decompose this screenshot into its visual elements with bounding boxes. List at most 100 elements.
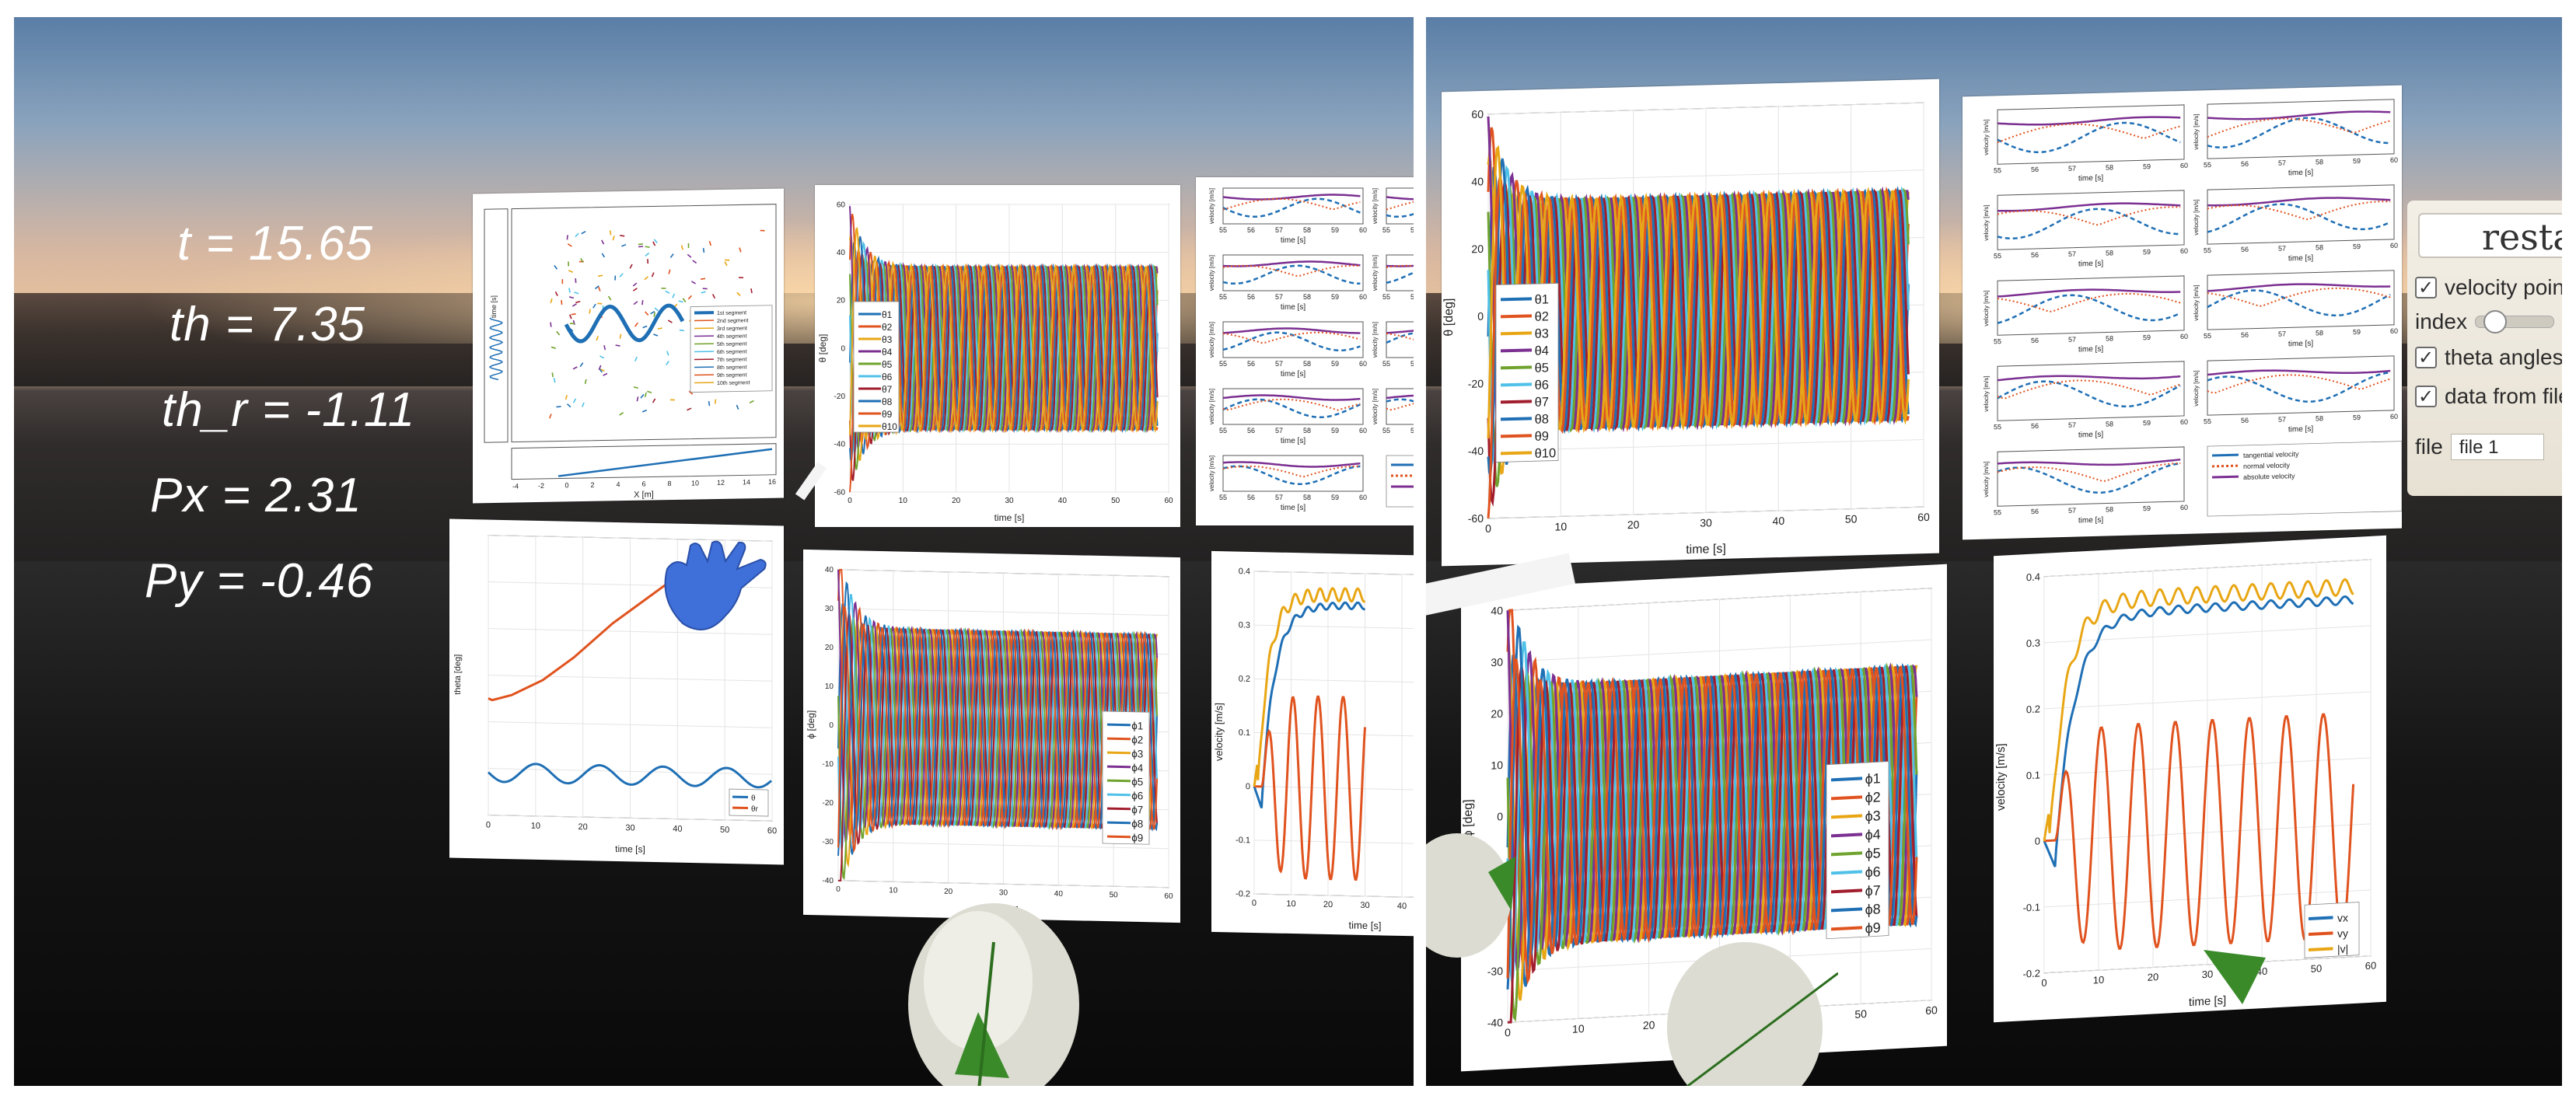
index-slider[interactable] — [2474, 310, 2554, 333]
legend-item: θ3 — [1535, 326, 1549, 340]
y-tick-label: 30 — [1491, 655, 1503, 668]
x-tick-label: 40 — [673, 825, 682, 834]
velocity-subplot — [1997, 361, 2185, 421]
y-tick-label: 0 — [1246, 782, 1250, 791]
x-tick-label: 60 — [2180, 418, 2188, 426]
legend-swatch — [1831, 851, 1862, 857]
legend-item: θ1 — [1535, 292, 1549, 306]
x-tick-label: 0 — [1252, 899, 1257, 908]
gridline-y — [1488, 169, 1924, 182]
absolute-velocity-line — [1997, 375, 2181, 382]
x-tick-label: 59 — [1331, 427, 1339, 435]
x-tick-label: 56 — [1247, 427, 1255, 435]
x-tick-label: 56 — [2031, 508, 2039, 515]
y-tick-label: -40 — [1468, 445, 1484, 458]
x-tick-label: 60 — [1917, 511, 1930, 523]
gridline-y — [2044, 823, 2371, 842]
x-tick-label: 56 — [1247, 494, 1255, 501]
legend-swatch — [1107, 821, 1131, 825]
px-readout: Px = 2.31 — [150, 469, 362, 522]
subplot-xlabel: time [s] — [2288, 254, 2313, 264]
legend-swatch — [1831, 832, 1862, 838]
velocity-points-checkbox[interactable]: ✓ — [2415, 277, 2437, 298]
x-tick-label: 10 — [1555, 520, 1568, 532]
legend-item: θ5 — [882, 359, 893, 370]
theta-group: 0 10 20 30 40 50 60 60 40 20 0 -20 -40 -60 time [s] θ [… — [1442, 102, 1930, 557]
x-tick-label: 4 — [616, 480, 620, 488]
velocity-grid-panel[interactable]: 55 56 57 58 59 60 time [s] velocity [m/s] 55 56 57… — [1963, 85, 2402, 540]
legend-item: ϕ6 — [1131, 790, 1143, 801]
x-tick-label: 59 — [1331, 360, 1339, 368]
x-tick-label: 20 — [1627, 518, 1640, 531]
y-tick-label: 0.2 — [1239, 675, 1250, 684]
theta-plot-panel-small[interactable]: 0 10 20 30 40 50 60 60 40 20 0 -20 -40 -60 time [s] θ [… — [815, 185, 1180, 527]
left-eye-view: t = 15.65 th = 7.35 th_r = -1.11 Px = 2.… — [14, 17, 1414, 1086]
x-tick-label: 58 — [1303, 494, 1311, 501]
absolute-velocity-line — [1386, 196, 1414, 201]
y-tick-label: -40 — [1487, 1016, 1503, 1029]
legend-swatch — [2212, 453, 2239, 457]
theta-angles-label: theta angles — [2445, 345, 2562, 369]
trajectory-segment-mark — [572, 366, 578, 370]
subplot-ylabel: velocity [m/s] — [1372, 188, 1379, 224]
restart-button[interactable]: resta — [2418, 213, 2562, 258]
gridline-y — [2044, 889, 2371, 908]
x-tick-label: 10 — [1572, 1022, 1585, 1035]
data-from-file-checkbox[interactable]: ✓ — [2415, 386, 2437, 407]
velocity-plot-panel[interactable]: 0 10 20 30 40 50 60 0.4 0.3 0.2 0.1 0 -0.1 -0.2 time [… — [1994, 535, 2386, 1023]
phi-ylabel: ϕ [deg] — [1462, 799, 1475, 838]
legend-swatch — [1501, 400, 1532, 404]
trajectory-segment-mark — [598, 286, 601, 291]
theta-angles-checkbox[interactable]: ✓ — [2415, 347, 2437, 368]
trajectory-segment-mark — [568, 314, 572, 319]
normal-velocity-line — [1222, 331, 1361, 344]
index-slider-knob[interactable] — [2483, 310, 2507, 333]
subplot-ylabel: velocity [m/s] — [2193, 284, 2200, 320]
trajectory-segment-mark — [549, 414, 552, 419]
x-tick-label: -2 — [538, 482, 544, 490]
trajectory-segment-mark — [657, 327, 662, 330]
trajectory-segment-mark — [661, 288, 666, 289]
trajectory-segment-mark — [669, 253, 674, 258]
legend-item: θ10 — [882, 421, 897, 432]
theta-plot-panel[interactable]: 0 10 20 30 40 50 60 60 40 20 0 -20 -40 -60 time [s] θ [… — [1442, 79, 1939, 567]
legend-swatch — [2309, 947, 2333, 952]
phi-small-legend — [1102, 710, 1150, 845]
subplot-xlabel: time [s] — [1281, 504, 1305, 512]
trajectory-segment-mark — [575, 300, 581, 304]
trajectory-segment-mark — [607, 295, 612, 301]
x-tick-label: 58 — [2316, 243, 2323, 251]
trajectory-plot-panel[interactable]: 1st segment 2nd segment 3rd segment 4th seg… — [473, 188, 784, 504]
x-tick-label: 55 — [1994, 423, 2001, 431]
absolute-velocity-line — [1222, 394, 1361, 401]
trajectory-side-label: time [s] — [490, 295, 498, 318]
file-select[interactable]: file 1 — [2450, 434, 2544, 460]
trajectory-segment-mark — [692, 260, 697, 264]
x-tick-label: 57 — [1275, 360, 1283, 368]
vr-hand-controller[interactable] — [652, 522, 768, 639]
trajectory-segment-mark — [634, 356, 638, 361]
subplot-xlabel: time [s] — [1281, 437, 1305, 445]
x-tick-label: 30 — [2202, 968, 2213, 980]
subplot-ylabel: velocity [m/s] — [1208, 389, 1215, 424]
gridline-y — [2044, 955, 2371, 974]
absolute-velocity-line — [1997, 202, 2181, 212]
trajectory-segment-mark — [638, 243, 643, 246]
trajectory-segment-mark — [554, 291, 558, 297]
y-tick-label: -0.1 — [1236, 836, 1250, 845]
absolute-velocity-line — [2207, 283, 2391, 292]
trajectory-segment-mark — [564, 395, 568, 400]
trajectory-segment-mark — [633, 386, 638, 389]
x-tick-label: 56 — [2031, 166, 2039, 173]
snake-robot-module — [908, 903, 1079, 1086]
x-tick-label: 56 — [1247, 360, 1255, 368]
x-tick-label: 2 — [590, 481, 594, 489]
trajectory-segment-mark — [653, 239, 658, 243]
tangential-velocity-line — [1997, 380, 2181, 408]
x-tick-label: 0 — [486, 820, 491, 829]
x-tick-label: 40 — [1397, 902, 1407, 911]
